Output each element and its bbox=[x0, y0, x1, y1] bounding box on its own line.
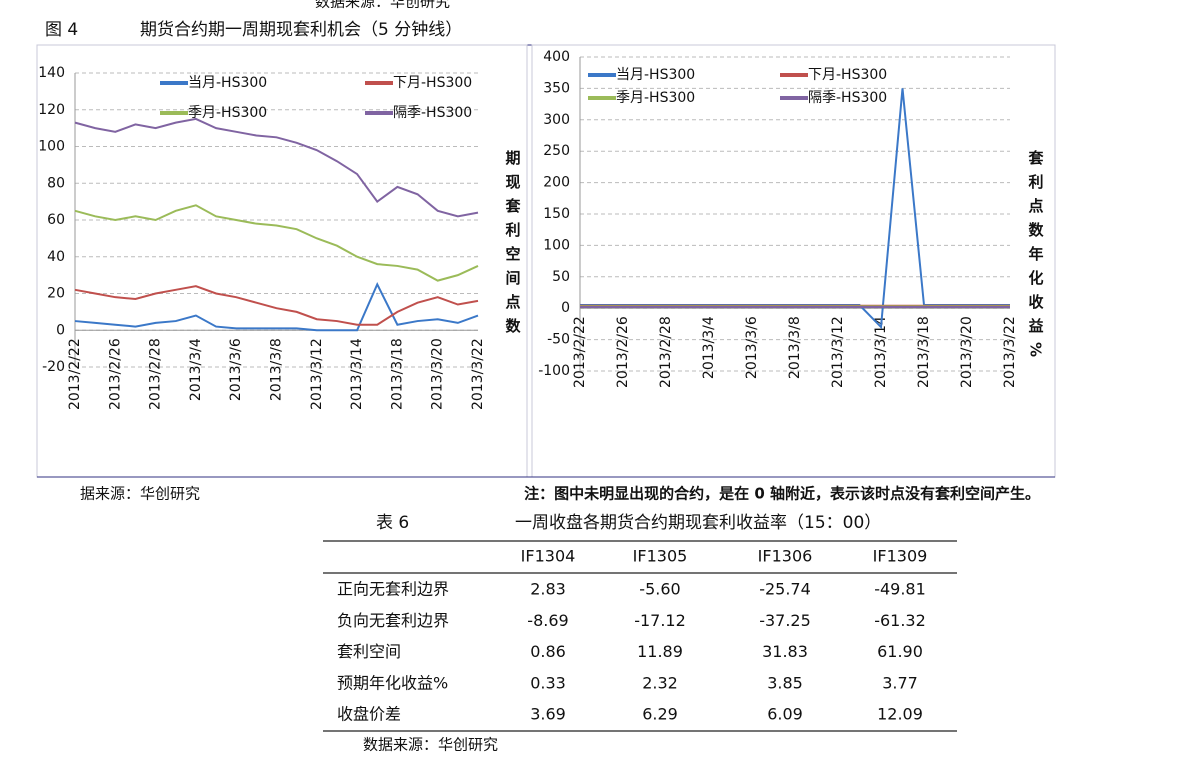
table-cell: 3.77 bbox=[882, 673, 918, 692]
x-tick-label: 2013/3/20 bbox=[959, 316, 975, 388]
x-tick-label: 2013/3/18 bbox=[389, 338, 405, 410]
top-source: 数据来源：华创研究 bbox=[315, 0, 450, 11]
table-row-label: 预期年化收益% bbox=[337, 673, 448, 692]
x-tick-label: 2013/3/4 bbox=[188, 338, 204, 401]
x-tick-label: 2013/2/26 bbox=[615, 316, 631, 388]
table-header: IF1305 bbox=[633, 547, 688, 566]
figure-source: 据来源：华创研究 bbox=[80, 485, 200, 503]
table-cell: 11.89 bbox=[637, 642, 683, 661]
y-tick-label: 50 bbox=[552, 269, 570, 285]
table-source: 数据来源：华创研究 bbox=[363, 736, 498, 754]
table-cell: 31.83 bbox=[762, 642, 808, 661]
y-tick-label: 100 bbox=[38, 139, 65, 155]
x-tick-label: 2013/3/6 bbox=[744, 316, 760, 379]
series-line bbox=[74, 204, 479, 282]
x-tick-label: 2013/2/22 bbox=[572, 316, 588, 388]
chart-frame bbox=[531, 44, 1056, 478]
x-tick-label: 2013/2/28 bbox=[148, 338, 164, 410]
x-tick-label: 2013/2/22 bbox=[67, 338, 83, 410]
legend-label: 隔季-HS300 bbox=[808, 90, 887, 106]
table-row-label: 负向无套利边界 bbox=[337, 611, 449, 630]
table-cell: 3.69 bbox=[530, 705, 566, 724]
x-tick-label: 2013/2/28 bbox=[658, 316, 674, 388]
x-tick-label: 2013/3/6 bbox=[228, 338, 244, 401]
y-tick-label: 20 bbox=[47, 286, 65, 302]
table-cell: 2.83 bbox=[530, 580, 566, 599]
table-row-label: 收盘价差 bbox=[337, 705, 401, 724]
x-tick-label: 2013/3/22 bbox=[1002, 316, 1018, 388]
table-header: IF1309 bbox=[873, 547, 928, 566]
y-tick-label: 0 bbox=[561, 300, 570, 316]
series-line bbox=[74, 285, 479, 326]
x-tick-label: 2013/3/18 bbox=[916, 316, 932, 388]
series-line bbox=[74, 117, 479, 218]
y-tick-label: -100 bbox=[538, 363, 570, 379]
table-cell: 61.90 bbox=[877, 642, 923, 661]
figure-title: 期货合约期一周期现套利机会（5 分钟线） bbox=[140, 20, 462, 40]
y-tick-label: 40 bbox=[47, 249, 65, 265]
figure-note: 注：图中未明显出现的合约，是在 0 轴附近，表示该时点没有套利空间产生。 bbox=[524, 485, 1040, 503]
table-cell: 6.29 bbox=[642, 705, 678, 724]
y-tick-label: 250 bbox=[543, 143, 570, 159]
table-cell: -17.12 bbox=[634, 611, 686, 630]
legend-label: 隔季-HS300 bbox=[393, 105, 472, 121]
table-title: 一周收盘各期货合约期现套利收益率（15：00） bbox=[515, 513, 881, 533]
table-header: IF1306 bbox=[758, 547, 813, 566]
table-cell: -5.60 bbox=[639, 580, 680, 599]
table-header: IF1304 bbox=[521, 547, 576, 566]
x-tick-label: 2013/3/12 bbox=[309, 338, 325, 410]
y-tick-label: 100 bbox=[543, 237, 570, 253]
x-tick-label: 2013/3/14 bbox=[873, 316, 889, 388]
table-cell: 2.32 bbox=[642, 673, 678, 692]
legend-label: 当月-HS300 bbox=[616, 67, 695, 83]
y-axis-label: 期现套利空间点数 bbox=[504, 149, 522, 342]
y-tick-label: 350 bbox=[543, 80, 570, 96]
y-tick-label: 300 bbox=[543, 112, 570, 128]
y-axis-label: 套利点数年化收益% bbox=[1027, 149, 1045, 366]
table-row-label: 正向无套利边界 bbox=[337, 580, 449, 599]
table-number: 表 6 bbox=[376, 513, 409, 533]
table-cell: -8.69 bbox=[527, 611, 568, 630]
legend-label: 下月-HS300 bbox=[808, 67, 887, 83]
x-tick-label: 2013/3/4 bbox=[701, 316, 717, 379]
table-cell: -61.32 bbox=[874, 611, 926, 630]
table-cell: 3.85 bbox=[767, 673, 803, 692]
y-tick-label: 150 bbox=[543, 206, 570, 222]
y-tick-label: 200 bbox=[543, 175, 570, 191]
series-line bbox=[74, 281, 479, 332]
table-cell: 12.09 bbox=[877, 705, 923, 724]
table-cell: -37.25 bbox=[759, 611, 811, 630]
series-line bbox=[580, 88, 1010, 330]
x-tick-label: 2013/3/12 bbox=[830, 316, 846, 388]
y-tick-label: -50 bbox=[547, 332, 570, 348]
table-cell: -49.81 bbox=[874, 580, 926, 599]
y-tick-label: 400 bbox=[543, 49, 570, 65]
y-tick-label: 80 bbox=[47, 175, 65, 191]
y-tick-label: 0 bbox=[56, 322, 65, 338]
table-cell: 6.09 bbox=[767, 705, 803, 724]
legend-label: 下月-HS300 bbox=[393, 75, 472, 91]
legend-label: 当月-HS300 bbox=[188, 75, 267, 91]
y-tick-label: 60 bbox=[47, 212, 65, 228]
table-cell: -25.74 bbox=[759, 580, 811, 599]
table-cell: 0.86 bbox=[530, 642, 566, 661]
figure-number: 图 4 bbox=[45, 20, 78, 40]
legend-label: 季月-HS300 bbox=[616, 90, 695, 106]
x-tick-label: 2013/3/8 bbox=[269, 338, 285, 401]
x-tick-label: 2013/3/14 bbox=[349, 338, 365, 410]
x-tick-label: 2013/3/8 bbox=[787, 316, 803, 379]
y-tick-label: 120 bbox=[38, 102, 65, 118]
table-row-label: 套利空间 bbox=[337, 642, 401, 661]
table-cell: 0.33 bbox=[530, 673, 566, 692]
x-tick-label: 2013/3/22 bbox=[470, 338, 486, 410]
x-tick-label: 2013/3/20 bbox=[430, 338, 446, 410]
legend-label: 季月-HS300 bbox=[188, 105, 267, 121]
y-tick-label: 140 bbox=[38, 65, 65, 81]
y-tick-label: -20 bbox=[42, 359, 65, 375]
x-tick-label: 2013/2/26 bbox=[107, 338, 123, 410]
